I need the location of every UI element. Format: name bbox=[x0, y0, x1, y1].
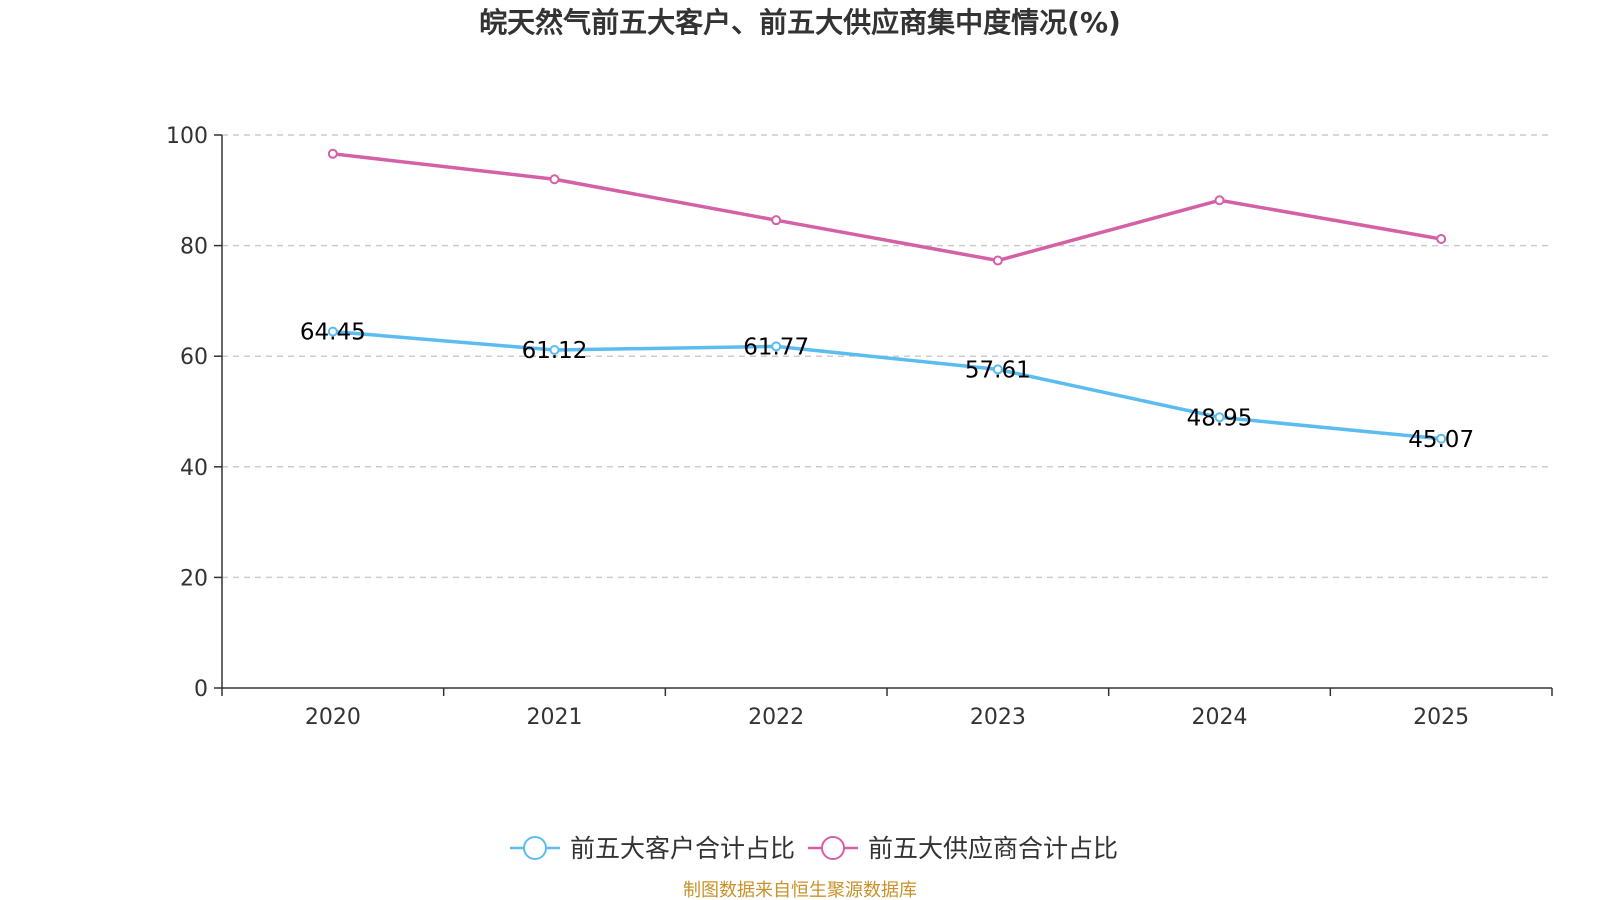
data-label: 57.61 bbox=[965, 357, 1031, 383]
y-tick-label: 40 bbox=[180, 456, 208, 481]
data-point bbox=[992, 364, 1003, 375]
series-line bbox=[332, 152, 1442, 263]
x-tick-label: 2023 bbox=[970, 705, 1026, 730]
data-label: 45.07 bbox=[1408, 427, 1474, 453]
legend-label: 前五大供应商合计占比 bbox=[868, 834, 1118, 863]
legend-item-1[interactable]: 前五大客户合计占比 bbox=[510, 834, 795, 863]
x-tick-label: 2024 bbox=[1192, 705, 1248, 730]
x-tick-label: 2022 bbox=[748, 705, 804, 730]
x-tick-label: 2025 bbox=[1413, 705, 1469, 730]
data-label: 64.45 bbox=[300, 320, 366, 346]
data-point bbox=[327, 326, 338, 337]
axes: 0 20 40 60 80 100 2020 2021 2022 2023 2024 2025 bbox=[166, 124, 1553, 730]
data-point bbox=[771, 215, 782, 226]
chart-title: 皖天然气前五大客户、前五大供应商集中度情况(%) bbox=[479, 6, 1121, 39]
y-tick-label: 20 bbox=[180, 566, 208, 591]
data-label: 48.95 bbox=[1187, 405, 1253, 431]
legend-label: 前五大客户合计占比 bbox=[570, 834, 795, 863]
data-point bbox=[1214, 412, 1225, 423]
series bbox=[327, 148, 1447, 444]
data-label: 61.77 bbox=[743, 334, 809, 360]
data-point bbox=[771, 341, 782, 352]
source-note: 制图数据来自恒生聚源数据库 bbox=[683, 880, 917, 900]
data-point bbox=[549, 345, 560, 356]
legend-swatch-marker bbox=[523, 836, 547, 860]
x-tick-label: 2021 bbox=[527, 705, 583, 730]
series-line bbox=[332, 329, 1442, 441]
data-point bbox=[549, 174, 560, 185]
y-tick-label: 100 bbox=[166, 124, 208, 149]
y-tick-label: 0 bbox=[194, 677, 208, 702]
data-point bbox=[327, 148, 338, 159]
y-tick-label: 80 bbox=[180, 235, 208, 260]
x-tick-label: 2020 bbox=[305, 705, 361, 730]
legend-swatch-marker bbox=[821, 836, 845, 860]
legend[interactable]: 前五大客户合计占比 前五大供应商合计占比 bbox=[510, 834, 1118, 863]
legend-item-2[interactable]: 前五大供应商合计占比 bbox=[808, 834, 1118, 863]
data-labels: 64.45 61.12 61.77 57.61 48.95 45.07 bbox=[300, 320, 1474, 453]
data-point bbox=[992, 255, 1003, 266]
data-point bbox=[1436, 233, 1447, 244]
data-point bbox=[1214, 195, 1225, 206]
y-tick-label: 60 bbox=[180, 345, 208, 370]
data-label: 61.12 bbox=[522, 338, 588, 364]
data-point bbox=[1436, 433, 1447, 444]
